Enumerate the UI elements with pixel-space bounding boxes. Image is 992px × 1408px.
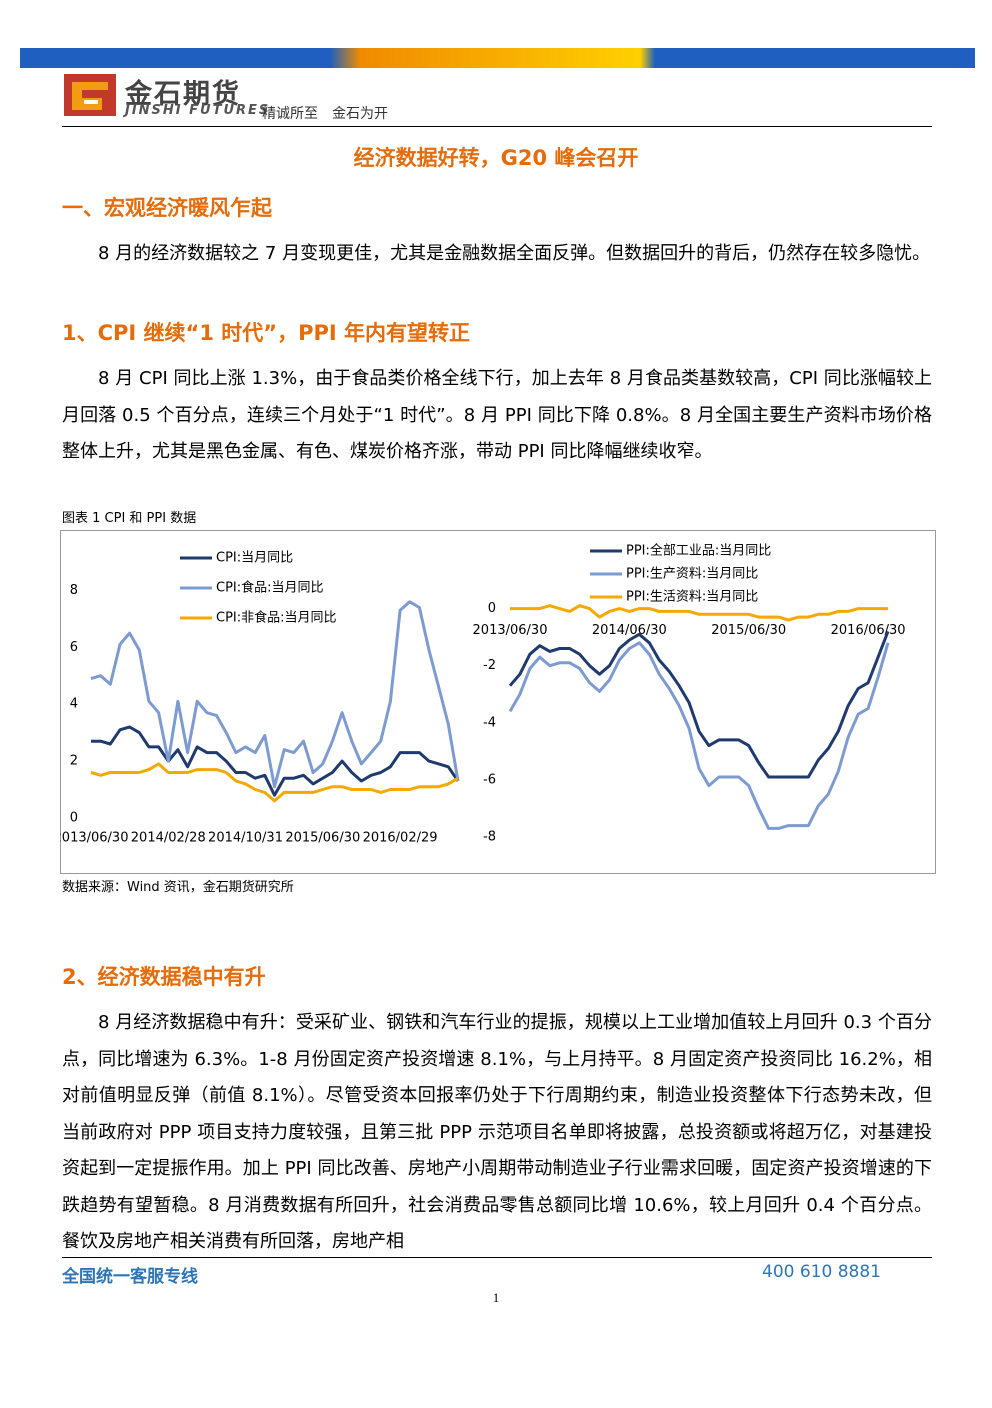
header-bar (20, 48, 975, 68)
x-tick-label: 2013/06/30 (473, 623, 548, 638)
paragraph: 8 月经济数据稳中有升：受采矿业、钢铁和汽车行业的提振，规模以上工业增加值较上月… (62, 1012, 932, 1252)
y-tick-label: -8 (483, 830, 496, 845)
x-tick-label: 2015/06/30 (711, 623, 786, 638)
y-tick-label: 8 (70, 583, 78, 598)
x-tick-label: 2016/06/30 (831, 623, 906, 638)
x-tick-label: 2015/06/30 (285, 831, 360, 846)
section-heading: 1、CPI 继续“1 时代”，PPI 年内有望转正 (62, 321, 470, 345)
x-tick-label: 2014/10/31 (208, 831, 283, 846)
figure-caption: 图表 1 CPI 和 PPI 数据 (62, 511, 197, 526)
legend-label: CPI:非食品:当月同比 (216, 610, 337, 626)
legend-label: PPI:生活资料:当月同比 (626, 590, 758, 605)
series-line (510, 604, 888, 622)
legend-label: CPI:食品:当月同比 (216, 580, 324, 596)
y-tick-label: 0 (488, 601, 496, 616)
paragraph: 8 月的经济数据较之 7 月变现更佳，尤其是金融数据全面反弹。但数据回升的背后，… (98, 243, 931, 264)
logo-icon (64, 74, 116, 116)
slogan: 精诚所至 金石为开 (262, 106, 388, 122)
footer-rule (62, 1257, 932, 1408)
legend-label: CPI:当月同比 (216, 551, 293, 566)
header-rule (62, 126, 932, 127)
hotline-phone: 400 610 8881 (762, 1262, 881, 1282)
section-heading: 一、宏观经济暖风乍起 (62, 196, 272, 220)
paragraph: 8 月 CPI 同比上涨 1.3%，由于食品类价格全线下行，加上去年 8 月食品… (62, 368, 932, 462)
x-tick-label: 2016/02/29 (363, 831, 438, 846)
page-number: 1 (492, 1290, 500, 1305)
y-tick-label: -2 (483, 658, 496, 673)
legend-label: PPI:全部工业品:当月同比 (626, 543, 771, 559)
legend-label: PPI:生产资料:当月同比 (626, 567, 758, 582)
hotline-label: 全国统一客服专线 (62, 1267, 198, 1287)
series-line (90, 600, 460, 789)
x-tick-label: 2013/06/30 (60, 831, 128, 846)
y-tick-label: 2 (70, 754, 78, 769)
series-line (508, 630, 890, 779)
x-tick-label: 2014/02/28 (131, 831, 206, 846)
doc-title: 经济数据好转，G20 峰会召开 (353, 146, 639, 170)
y-tick-label: 4 (70, 697, 78, 712)
logo-en: JINSHI FUTURES (125, 103, 271, 118)
x-tick-label: 2014/06/30 (592, 623, 667, 638)
logo-cn: 金石期货 (125, 79, 241, 110)
section-heading: 2、经济数据稳中有升 (62, 965, 266, 989)
series-line (91, 725, 460, 797)
y-tick-label: -6 (483, 772, 496, 787)
y-tick-label: -4 (483, 715, 496, 730)
series-line (90, 762, 459, 803)
y-tick-label: 0 (70, 811, 78, 826)
y-tick-label: 6 (70, 640, 78, 655)
figure-source: 数据来源：Wind 资讯，金石期货研究所 (62, 880, 294, 895)
figure-frame (60, 530, 936, 874)
series-line (508, 641, 890, 830)
